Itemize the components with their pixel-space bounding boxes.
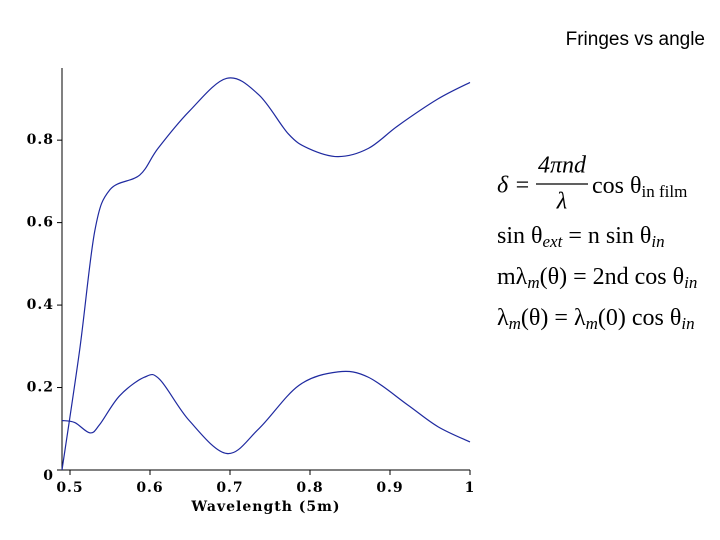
- chart-title: Fringes vs angle: [566, 29, 705, 50]
- equation: sin θext = n sin θin: [497, 223, 665, 251]
- line-series: [61, 370, 471, 455]
- eq-part: mλ: [497, 264, 528, 290]
- x-tick-label: 1: [465, 480, 476, 496]
- eq-numerator: 4πnd: [538, 153, 587, 179]
- eq-subscript: m: [586, 314, 598, 333]
- x-tick-label: 0.9: [376, 480, 403, 496]
- y-tick-label: 0.8: [27, 132, 54, 148]
- eq-part: (θ) = λ: [521, 305, 586, 331]
- eq-subscript: m: [527, 273, 539, 292]
- eq-part: sin θ: [497, 223, 543, 249]
- eq-lhs: δ =: [497, 173, 530, 199]
- eq-subscript: m: [509, 314, 521, 333]
- eq-subscript: in: [681, 314, 694, 333]
- eq-part: = n sin θ: [562, 223, 651, 249]
- eq-subscript: in: [684, 273, 697, 292]
- line-series: [61, 77, 471, 471]
- eq-denominator: λ: [556, 189, 567, 215]
- x-tick-label: 0.5: [56, 480, 83, 496]
- eq-part: cos θ: [592, 173, 642, 199]
- y-tick-label: 0.6: [27, 215, 54, 231]
- y-tick-label: 0.2: [27, 380, 54, 396]
- eq-subscript: ext: [543, 232, 564, 251]
- equation: mλm(θ) = 2nd cos θin: [497, 264, 697, 292]
- x-tick-label: 0.8: [296, 480, 323, 496]
- x-tick-label: 0.6: [136, 480, 163, 496]
- x-tick-label: 0.7: [216, 480, 243, 496]
- eq-rhs: cos θin film: [592, 173, 687, 201]
- y-tick-label: 0: [43, 468, 54, 484]
- eq-part: (θ) = 2nd cos θ: [540, 264, 685, 290]
- eq-part: λ: [497, 305, 509, 331]
- eq-part: (0) cos θ: [598, 305, 681, 331]
- x-axis-label: Wavelength (5m): [190, 499, 340, 515]
- y-tick-label: 0.4: [27, 297, 54, 313]
- eq-subscript: in film: [642, 182, 688, 201]
- equation: λm(θ) = λm(0) cos θin: [497, 305, 695, 333]
- eq-subscript: in: [651, 232, 664, 251]
